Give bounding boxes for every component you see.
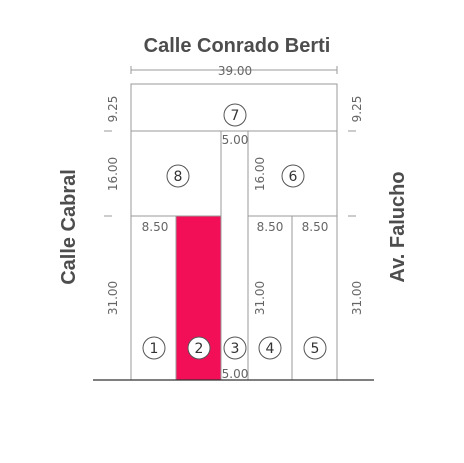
street-right-label: Av. Falucho (387, 171, 409, 282)
dim-top-width: 39.00 (218, 64, 252, 78)
lot-1-number: 1 (150, 341, 159, 357)
lot-7[interactable]: 7 (223, 103, 247, 127)
lot-7-number: 7 (231, 108, 240, 124)
street-top-label: Calle Conrado Berti (144, 35, 331, 57)
dim-lot7-passage: 5.00 (222, 133, 249, 147)
lot-6[interactable]: 6 (281, 164, 305, 188)
dim-right-bottom: 31.00 (350, 281, 364, 315)
dim-right-top: 9.25 (350, 96, 364, 123)
dim-lot1-width: 8.50 (142, 220, 169, 234)
lot-1[interactable]: 1 (142, 336, 166, 360)
dim-left-bottom: 31.00 (106, 281, 120, 315)
lot-2[interactable]: 2 (187, 336, 211, 360)
lot-5[interactable]: 5 (303, 336, 327, 360)
lot-6-number: 6 (289, 169, 298, 185)
dim-lot4-width: 8.50 (257, 220, 284, 234)
lot-8-number: 8 (174, 169, 183, 185)
lot-4-number: 4 (266, 341, 275, 357)
dim-lot6-depth: 16.00 (253, 157, 267, 191)
lot-3-number: 3 (231, 341, 240, 357)
dim-lot8-depth: 16.00 (106, 157, 120, 191)
dim-lot5-width: 8.50 (302, 220, 329, 234)
lot-4[interactable]: 4 (258, 336, 282, 360)
lot-2-number: 2 (195, 341, 204, 357)
lot-3[interactable]: 3 (223, 336, 247, 360)
dim-bottom-passage: 5.00 (222, 367, 249, 381)
street-left-label: Calle Cabral (58, 169, 80, 285)
lot-5-number: 5 (311, 341, 320, 357)
lot-8[interactable]: 8 (166, 164, 190, 188)
dim-left-top: 9.25 (106, 96, 120, 123)
dim-lot4-depth: 31.00 (253, 281, 267, 315)
